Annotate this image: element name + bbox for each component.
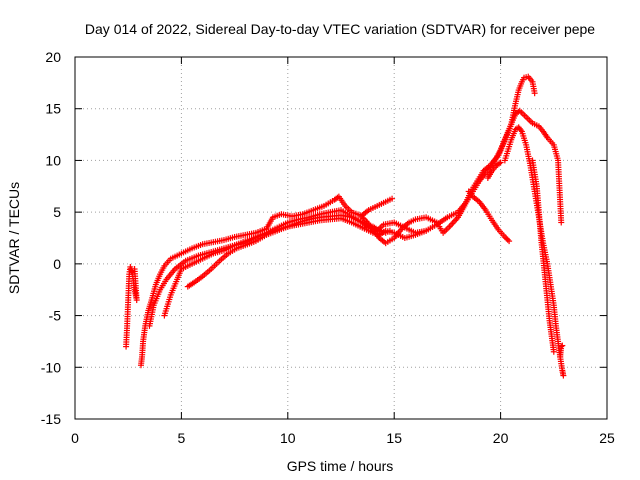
x-tick-label: 20 — [493, 430, 509, 446]
x-axis-title: GPS time / hours — [287, 458, 394, 474]
grid — [75, 57, 607, 419]
data-point — [504, 236, 511, 243]
data-point — [389, 195, 396, 202]
y-axis-title: SDTVAR / TECUs — [6, 182, 22, 294]
x-tick-label: 10 — [280, 430, 296, 446]
data-point — [497, 159, 504, 166]
data-point — [506, 238, 513, 245]
data-point — [386, 227, 393, 234]
data-point — [559, 342, 566, 349]
y-tick-label: -10 — [41, 359, 61, 375]
x-tick-labels: 0 5 10 15 20 25 — [71, 430, 615, 446]
data-point — [503, 235, 510, 242]
data-point — [131, 266, 138, 273]
y-tick-labels: -15 -10 -5 0 5 10 15 20 — [41, 49, 61, 427]
x-tick-label: 25 — [599, 430, 615, 446]
x-tick-label: 0 — [71, 430, 79, 446]
data-point — [517, 127, 524, 134]
data-point — [423, 227, 430, 234]
chart-title: Day 014 of 2022, Sidereal Day-to-day VTE… — [85, 21, 595, 37]
y-tick-label: -15 — [41, 411, 61, 427]
tick-marks — [74, 56, 608, 420]
y-tick-label: -5 — [49, 308, 62, 324]
data-point — [550, 348, 557, 355]
data-point — [560, 372, 567, 379]
plot-frame — [74, 56, 608, 420]
series-marks — [123, 73, 567, 379]
y-tick-label: 5 — [53, 204, 61, 220]
data-point — [531, 90, 538, 97]
data-point — [558, 343, 565, 350]
x-tick-label: 15 — [386, 430, 402, 446]
y-tick-label: 15 — [45, 101, 61, 117]
x-tick-label: 5 — [178, 430, 186, 446]
y-tick-label: 20 — [45, 49, 61, 65]
data-point — [558, 219, 565, 226]
y-tick-label: 0 — [53, 256, 61, 272]
y-tick-label: 10 — [45, 152, 61, 168]
